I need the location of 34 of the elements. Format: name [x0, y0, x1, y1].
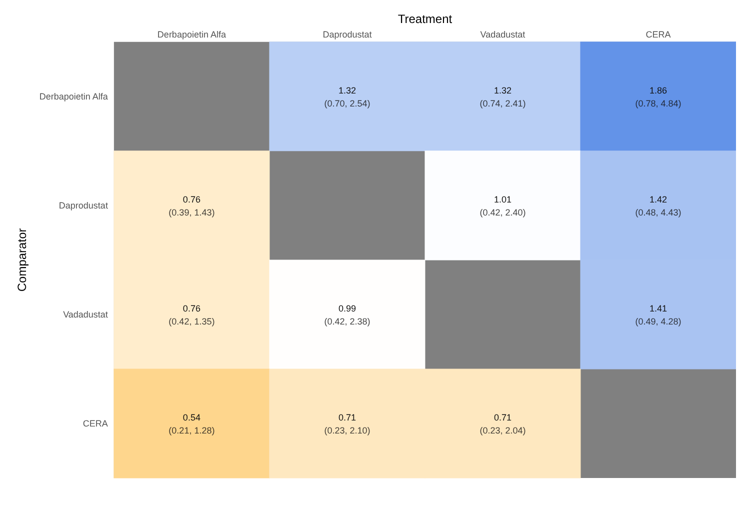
- data-label: 1.86: [649, 85, 668, 96]
- data-label: 1.32: [494, 85, 512, 96]
- data-label: 1.32: [338, 85, 356, 96]
- y-tick-label: Vadadustat: [63, 309, 108, 320]
- annotation: (0.74, 2.41): [480, 98, 526, 108]
- x-tick-label: Daprodustat: [322, 29, 372, 40]
- y-tick-label: Daprodustat: [58, 200, 108, 210]
- annotation: (0.49, 4.28): [635, 316, 682, 326]
- data-label: 0.76: [182, 303, 200, 314]
- x-tick-label: Derbapoietin Alfa: [157, 29, 226, 40]
- data-label: 0.76: [182, 194, 200, 204]
- data-label: 1.41: [649, 303, 668, 314]
- y-tick-label: CERA: [82, 418, 108, 428]
- x-tick-label: Vadadustat: [480, 29, 526, 40]
- data-label: 1.01: [494, 194, 512, 204]
- annotation: (0.78, 4.84): [635, 98, 682, 108]
- annotation: (0.23, 2.04): [480, 425, 526, 436]
- annotation: (0.70, 2.54): [324, 98, 370, 108]
- annotation: (0.42, 2.40): [480, 207, 526, 218]
- x-tick-label: CERA: [646, 29, 671, 40]
- data-label: 1.42: [649, 194, 668, 204]
- data-label: 0.71: [494, 412, 512, 422]
- data-label: 0.99: [338, 303, 356, 314]
- x-axis-title: Treatment: [398, 12, 453, 26]
- annotation: (0.39, 1.43): [168, 207, 215, 218]
- annotation: (0.23, 2.10): [324, 425, 370, 436]
- annotation: (0.42, 1.35): [168, 316, 215, 326]
- data-label: 0.54: [182, 412, 200, 422]
- y-tick-label: Derbapoietin Alfa: [39, 91, 108, 102]
- annotation: (0.48, 4.43): [635, 207, 682, 218]
- y-axis-title: Comparator: [15, 228, 29, 292]
- annotation: (0.42, 2.38): [324, 316, 370, 326]
- data-label: 0.71: [338, 412, 356, 422]
- annotation: (0.21, 1.28): [168, 425, 215, 436]
